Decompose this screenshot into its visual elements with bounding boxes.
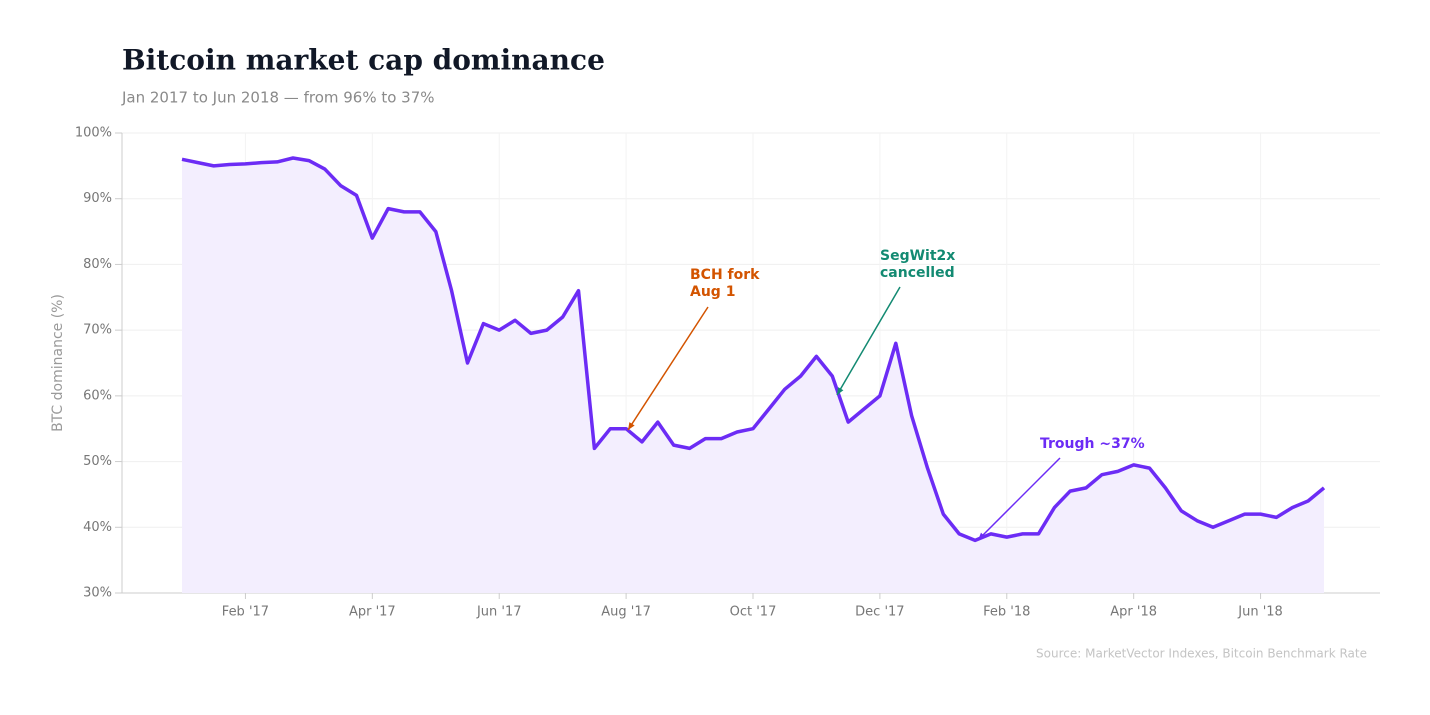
- annotation-arrowhead: [837, 387, 844, 395]
- x-tick-label: Apr '18: [1110, 605, 1157, 620]
- source-note: Source: MarketVector Indexes, Bitcoin Be…: [1036, 647, 1367, 661]
- x-tick-label: Oct '17: [730, 605, 777, 620]
- annotation-text: Aug 1: [690, 284, 735, 300]
- x-tick-label: Feb '17: [222, 605, 269, 620]
- x-tick-label: Jun '18: [1237, 605, 1283, 620]
- plot-area: 30% 40% 50% 60% 70% 80% 90% 100% Feb '17 Apr '17 J…: [75, 126, 1380, 620]
- x-tick-label: Feb '18: [983, 605, 1030, 620]
- y-tick-label: 60%: [83, 388, 112, 403]
- annotation-arrow: [836, 286, 901, 396]
- x-tick-label: Jun '17: [476, 605, 522, 620]
- y-tick-label: 50%: [83, 454, 112, 469]
- annotation-arrowhead: [628, 422, 635, 430]
- y-tick-label: 30%: [83, 586, 112, 601]
- annotation-arrow: [977, 457, 1061, 541]
- annotation-text: SegWit2x: [880, 248, 955, 264]
- y-tick-label: 100%: [75, 126, 112, 141]
- annotation-text: cancelled: [880, 265, 955, 281]
- chart-title: Bitcoin market cap dominance: [122, 44, 605, 77]
- y-axis-label: BTC dominance (%): [50, 294, 66, 432]
- y-tick-label: 40%: [83, 520, 112, 535]
- area: [182, 158, 1324, 593]
- y-tick-label: 80%: [83, 257, 112, 272]
- annotation-text: BCH fork: [690, 267, 760, 283]
- line: [181, 156, 1326, 543]
- x-tick-label: Dec '17: [855, 605, 904, 620]
- annotation-arrowhead: [978, 532, 986, 540]
- y-tick-label: 70%: [83, 323, 112, 338]
- y-tick-label: 90%: [83, 191, 112, 206]
- x-tick-label: Apr '17: [349, 605, 396, 620]
- x-tick-label: Aug '17: [601, 605, 651, 620]
- annotation-arrow: [627, 306, 709, 431]
- annotation-text: Trough ~37%: [1040, 436, 1145, 452]
- chart-subtitle: Jan 2017 to Jun 2018 — from 96% to 37%: [121, 89, 435, 107]
